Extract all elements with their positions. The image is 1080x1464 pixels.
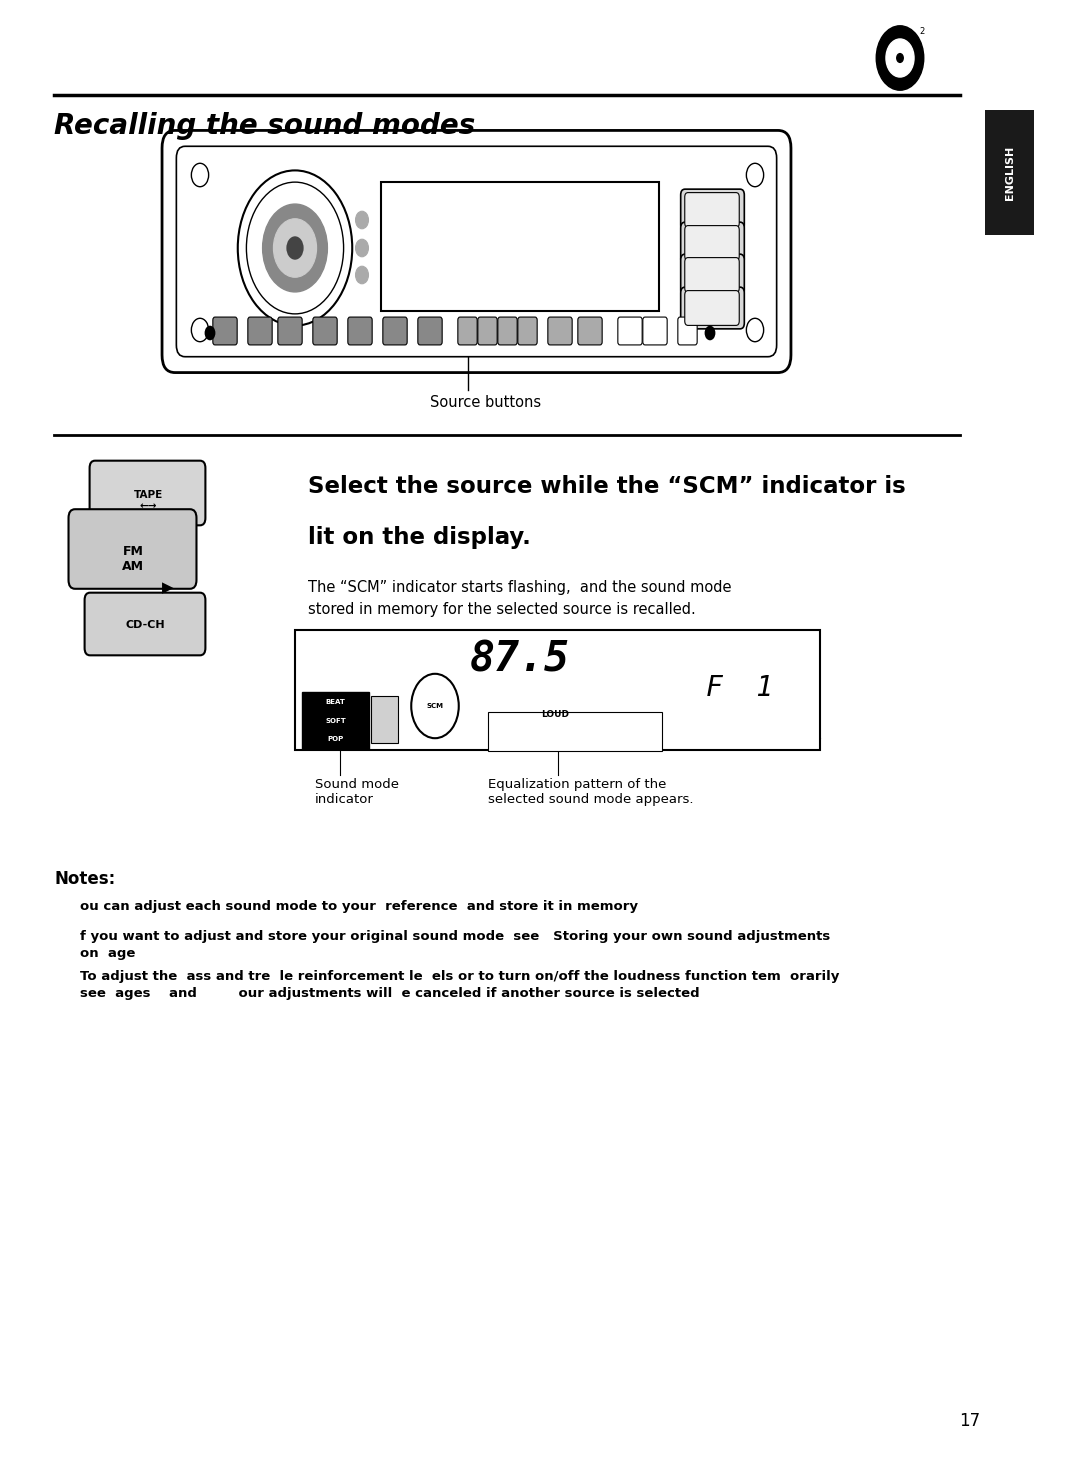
FancyBboxPatch shape: [458, 318, 477, 346]
Circle shape: [704, 325, 715, 340]
FancyBboxPatch shape: [176, 146, 777, 357]
Text: Equalization pattern of the
selected sound mode appears.: Equalization pattern of the selected sou…: [488, 777, 693, 807]
Text: BEAT: BEAT: [325, 700, 346, 706]
FancyBboxPatch shape: [680, 287, 744, 329]
FancyBboxPatch shape: [313, 318, 337, 346]
Text: To adjust the  ass and tre  le reinforcement le  els or to turn on/off the loudn: To adjust the ass and tre le reinforceme…: [80, 971, 839, 1000]
FancyBboxPatch shape: [348, 318, 373, 346]
FancyBboxPatch shape: [517, 318, 537, 346]
Text: ж: ж: [909, 34, 917, 42]
Circle shape: [273, 218, 316, 277]
Text: The “SCM” indicator starts flashing,  and the sound mode
stored in memory for th: The “SCM” indicator starts flashing, and…: [308, 580, 731, 618]
FancyBboxPatch shape: [477, 318, 497, 346]
FancyBboxPatch shape: [680, 189, 744, 231]
FancyBboxPatch shape: [84, 593, 205, 656]
Circle shape: [262, 203, 327, 291]
Bar: [295, 630, 820, 750]
Text: 17: 17: [959, 1411, 980, 1430]
Text: Recalling the sound modes: Recalling the sound modes: [54, 113, 475, 141]
Circle shape: [355, 211, 368, 228]
FancyBboxPatch shape: [548, 318, 572, 346]
Circle shape: [896, 54, 903, 63]
Text: lit on the display.: lit on the display.: [308, 526, 531, 549]
FancyBboxPatch shape: [213, 318, 238, 346]
FancyBboxPatch shape: [162, 130, 791, 372]
FancyBboxPatch shape: [247, 318, 272, 346]
FancyBboxPatch shape: [302, 691, 369, 750]
Text: Notes:: Notes:: [54, 870, 116, 889]
FancyBboxPatch shape: [488, 712, 662, 751]
Circle shape: [204, 325, 215, 340]
FancyBboxPatch shape: [382, 318, 407, 346]
Circle shape: [355, 239, 368, 256]
FancyBboxPatch shape: [370, 695, 399, 744]
FancyBboxPatch shape: [578, 318, 603, 346]
Circle shape: [355, 266, 368, 284]
Text: CD-CH: CD-CH: [125, 619, 165, 630]
FancyBboxPatch shape: [68, 509, 197, 589]
Circle shape: [876, 26, 923, 91]
Text: Select the source while the “SCM” indicator is: Select the source while the “SCM” indica…: [308, 474, 906, 498]
Text: SOFT: SOFT: [325, 717, 346, 723]
Bar: [985, 110, 1034, 236]
FancyBboxPatch shape: [498, 318, 517, 346]
FancyBboxPatch shape: [90, 461, 205, 526]
FancyBboxPatch shape: [680, 223, 744, 264]
Text: ENGLISH: ENGLISH: [1004, 145, 1014, 199]
Text: f you want to adjust and store your original sound mode  see   Storing your own : f you want to adjust and store your orig…: [80, 930, 831, 959]
Text: Sound mode
indicator: Sound mode indicator: [315, 777, 399, 807]
Text: 87.5: 87.5: [470, 638, 570, 679]
Text: 2: 2: [919, 28, 924, 37]
Text: TAPE
←→: TAPE ←→: [133, 490, 163, 511]
Text: LOUD: LOUD: [541, 710, 569, 719]
Text: POP: POP: [327, 736, 343, 742]
Circle shape: [286, 236, 303, 259]
FancyBboxPatch shape: [643, 318, 667, 346]
Text: ou can adjust each sound mode to your  reference  and store it in memory: ou can adjust each sound mode to your re…: [80, 900, 638, 914]
Circle shape: [886, 40, 914, 78]
Text: Source buttons: Source buttons: [430, 395, 541, 410]
FancyBboxPatch shape: [278, 318, 302, 346]
FancyBboxPatch shape: [685, 225, 739, 261]
Text: FM
AM: FM AM: [122, 545, 144, 572]
FancyBboxPatch shape: [618, 318, 643, 346]
FancyBboxPatch shape: [418, 318, 442, 346]
Text: SCM: SCM: [427, 703, 444, 709]
FancyBboxPatch shape: [685, 291, 739, 325]
FancyBboxPatch shape: [685, 193, 739, 227]
Text: F  1: F 1: [706, 673, 773, 703]
FancyBboxPatch shape: [678, 318, 698, 346]
Text: ▶: ▶: [162, 580, 174, 594]
FancyBboxPatch shape: [685, 258, 739, 293]
FancyBboxPatch shape: [680, 255, 744, 296]
FancyBboxPatch shape: [380, 182, 659, 310]
